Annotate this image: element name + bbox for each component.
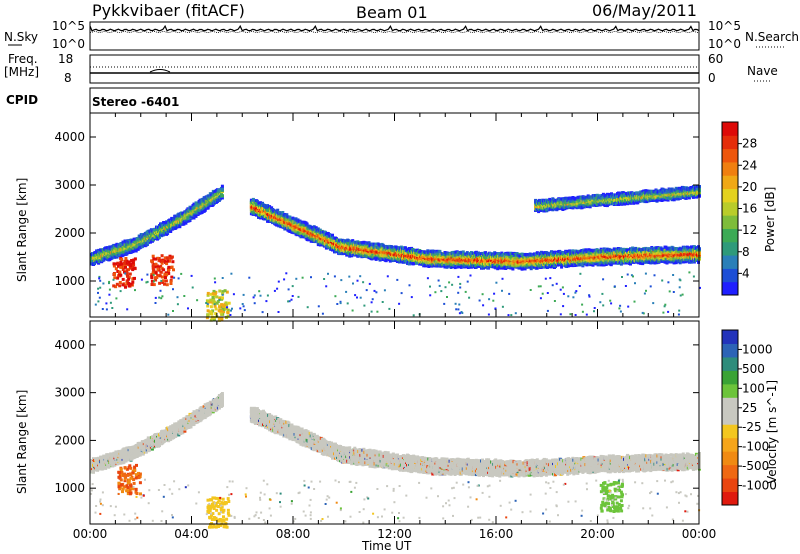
heatmap-cell: [427, 259, 431, 263]
nsearch-label: N.Search: [745, 30, 800, 44]
heatmap-cell: [254, 213, 258, 217]
heatmap-cell: [370, 257, 374, 261]
nsky-label: N.Sky: [4, 30, 39, 44]
heatmap-cell: [323, 230, 327, 234]
heatmap-cell: [474, 255, 478, 259]
heatmap-cell: [285, 213, 289, 217]
cpid-panel-frame: [89, 87, 700, 114]
heatmap-cell: [474, 250, 478, 254]
heatmap-cell: [255, 199, 259, 203]
heatmap-cell: [404, 246, 407, 250]
heatmap-cell: [331, 233, 334, 237]
heatmap-cell: [403, 255, 406, 259]
heatmap-cell: [347, 239, 351, 243]
heatmap-cell: [307, 238, 311, 242]
heatmap-cell: [399, 245, 403, 249]
xaxis-label: Time UT: [362, 539, 412, 553]
heatmap-cell: [500, 251, 504, 255]
heatmap-cell: [435, 249, 439, 253]
heatmap-cell: [261, 201, 264, 205]
heatmap-cell: [430, 256, 434, 260]
nsky-tick-bottom: 10^0: [52, 37, 85, 51]
heatmap-cell: [426, 249, 430, 253]
heatmap-cell: [478, 264, 481, 268]
heatmap-cell: [511, 267, 515, 271]
heatmap-cell: [294, 217, 298, 221]
heatmap-cell: [288, 215, 292, 219]
nave-tick-bottom: 0: [708, 71, 716, 85]
heatmap-cell: [351, 239, 355, 243]
heatmap-cell: [520, 252, 524, 256]
heatmap-cell: [259, 201, 262, 205]
heatmap-cell: [484, 251, 488, 255]
freq-unit-label: [MHz]: [4, 65, 40, 79]
heatmap-cell: [291, 218, 295, 222]
heatmap-cell: [497, 252, 501, 255]
nsky-trace: [89, 24, 700, 32]
heatmap-cell: [314, 226, 318, 230]
cpid-label: CPID: [6, 93, 39, 107]
heatmap-cell: [427, 265, 431, 268]
heatmap-cell: [381, 243, 385, 247]
date-label: 06/May/2011: [592, 1, 697, 20]
freq-tick-top: 18: [58, 52, 74, 66]
heatmap-cell: [374, 257, 378, 261]
heatmap-cell: [521, 267, 525, 270]
heatmap-cell: [251, 197, 255, 201]
beam-label: Beam 01: [356, 3, 428, 22]
cpid-value: Stereo -6401: [92, 95, 180, 109]
heatmap-cell: [461, 250, 465, 254]
freq-tick-bottom: 8: [64, 71, 72, 85]
heatmap-cell: [438, 249, 442, 253]
heatmap-cell: [420, 250, 424, 254]
freq-panel-frame: [89, 54, 700, 84]
nsearch-trace: [89, 30, 700, 34]
heatmap-cell: [447, 264, 451, 268]
heatmap-cell: [295, 233, 299, 237]
heatmap-cell: [281, 211, 285, 214]
heatmap-cell: [275, 211, 279, 215]
heatmap-cell: [374, 242, 378, 246]
heatmap-cell: [459, 265, 463, 269]
freq-label: Freq.: [8, 52, 38, 66]
heatmap-cell: [276, 208, 280, 212]
heatmap-cell: [291, 216, 295, 220]
heatmap-cell: [275, 223, 279, 227]
heatmap-cell: [523, 267, 527, 271]
power-heatmap-cells: [90, 184, 701, 322]
heatmap-cell: [384, 259, 388, 263]
heatmap-cell: [312, 225, 316, 229]
nsky-panel-frame: [89, 21, 700, 51]
heatmap-cell: [515, 262, 519, 266]
nsky-tick-top: 10^5: [52, 19, 85, 33]
heatmap-cell: [316, 227, 320, 231]
nsearch-tick-bottom: 10^0: [708, 37, 741, 51]
heatmap-cell: [367, 241, 371, 245]
nave-label: Nave: [747, 64, 778, 78]
heatmap-cell: [270, 206, 274, 210]
heatmap-cell: [413, 261, 417, 264]
site-title: Pykkvibaer (fitACF): [92, 1, 245, 20]
nave-tick-top: 60: [708, 52, 724, 66]
heatmap-cell: [427, 263, 431, 267]
nsearch-tick-top: 10^5: [708, 19, 741, 33]
heatmap-cell: [394, 245, 398, 249]
freq-bump: [149, 69, 171, 73]
heatmap-cell: [318, 228, 322, 232]
heatmap-cell: [305, 222, 309, 226]
